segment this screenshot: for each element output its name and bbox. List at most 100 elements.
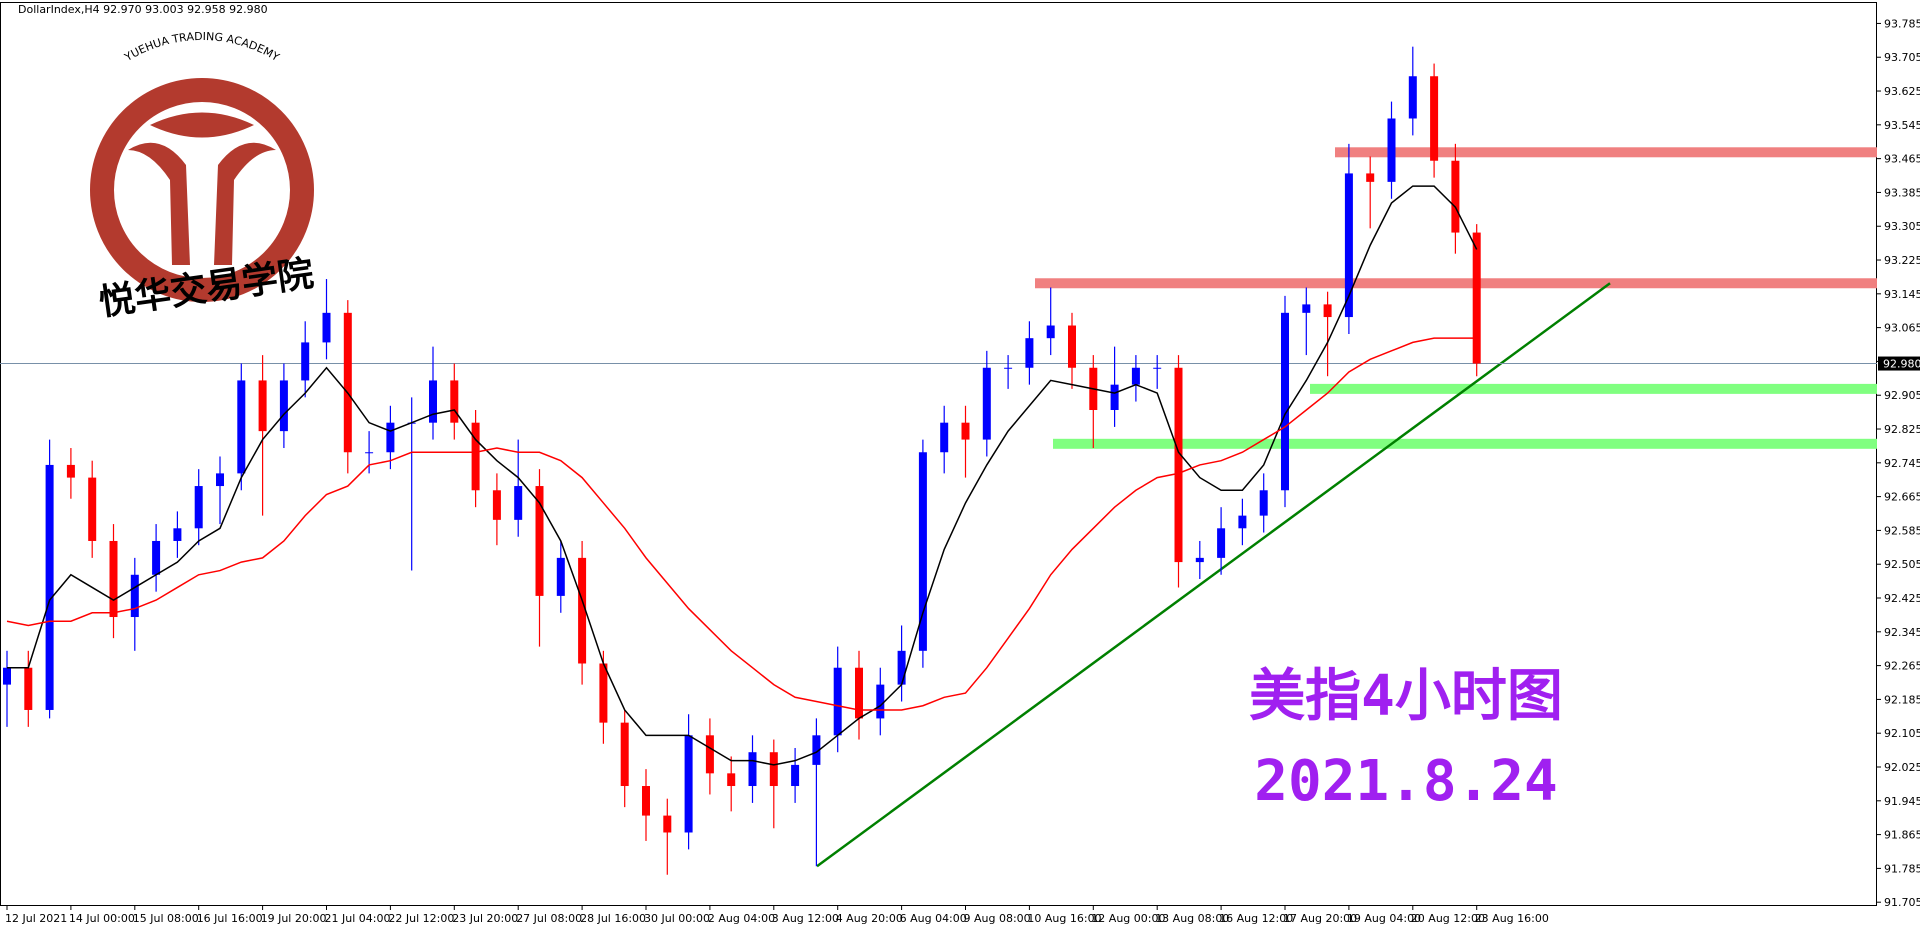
candle-body — [1131, 367, 1140, 385]
x-tick-label: 27 Jul 08:00 — [516, 912, 582, 925]
candle-body — [940, 422, 949, 453]
candle-body — [1366, 173, 1375, 182]
candle-body — [1195, 557, 1204, 563]
candle-body — [386, 422, 395, 453]
candle-body — [684, 735, 693, 833]
y-tick-label: 91.865 — [1884, 829, 1920, 842]
candle-body — [1068, 325, 1076, 368]
candle-body — [727, 773, 736, 787]
annotation: 美指4小时图 — [1249, 664, 1563, 729]
candle-body — [961, 422, 970, 440]
candle-body — [152, 540, 161, 575]
candle-body — [1387, 118, 1396, 182]
candle-body — [620, 722, 629, 787]
candle-body — [876, 684, 885, 719]
y-tick-label: 92.345 — [1884, 626, 1920, 639]
x-tick-label: 13 Aug 08:00 — [1155, 912, 1229, 925]
candle-body — [769, 752, 778, 787]
candle-body — [429, 380, 437, 423]
candle-body — [663, 815, 672, 833]
y-tick-label: 91.945 — [1884, 795, 1920, 808]
candle-body — [556, 557, 565, 596]
y-tick-label: 92.425 — [1884, 592, 1920, 605]
y-tick-label: 92.505 — [1884, 558, 1920, 571]
logo-ring — [90, 78, 314, 302]
zone — [1310, 383, 1877, 394]
candle-body — [918, 452, 927, 651]
y-tick-label: 93.545 — [1884, 119, 1920, 132]
candle-body — [45, 464, 54, 710]
x-tick-label: 19 Jul 20:00 — [261, 912, 327, 925]
candle-body — [1302, 304, 1311, 313]
y-tick-label: 92.825 — [1884, 423, 1920, 436]
candle-body — [642, 786, 650, 816]
y-tick-label: 93.305 — [1884, 220, 1920, 233]
y-tick-label: 92.745 — [1884, 457, 1920, 470]
current-price-label: 92.980 — [1883, 358, 1920, 371]
candle-body — [66, 464, 75, 478]
y-tick-label: 91.705 — [1884, 896, 1920, 909]
x-tick-label: 16 Aug 12:00 — [1219, 912, 1293, 925]
zone — [1035, 278, 1877, 289]
y-tick-label: 92.265 — [1884, 660, 1920, 673]
x-tick-label: 14 Jul 00:00 — [69, 912, 135, 925]
candle-body — [599, 663, 608, 723]
candle-body — [1217, 528, 1226, 558]
y-tick-label: 92.185 — [1884, 693, 1920, 706]
x-tick-label: 28 Jul 16:00 — [580, 912, 646, 925]
candle-body — [812, 735, 821, 765]
candle-body — [897, 650, 906, 685]
x-tick-label: 23 Jul 20:00 — [452, 912, 518, 925]
candle-body — [258, 380, 267, 432]
logo-emblem — [128, 112, 276, 265]
annotation: 2021.8.24 — [1254, 749, 1557, 814]
candle-body — [1174, 367, 1183, 563]
candle-body — [1004, 367, 1013, 369]
x-tick-label: 23 Aug 16:00 — [1475, 912, 1549, 925]
candle-body — [194, 486, 203, 529]
candle-body — [1323, 304, 1332, 318]
candle-body — [130, 574, 139, 618]
x-tick-label: 3 Aug 12:00 — [772, 912, 839, 925]
candle-body — [1153, 367, 1162, 369]
y-tick-label: 92.585 — [1884, 524, 1920, 537]
candle-body — [216, 473, 224, 487]
candle-body — [833, 667, 842, 736]
candle-body — [1408, 76, 1417, 119]
y-tick-label: 93.705 — [1884, 51, 1920, 64]
candle-body — [1259, 490, 1268, 516]
y-tick-label: 93.145 — [1884, 288, 1920, 301]
candle-body — [748, 752, 757, 787]
x-tick-label: 2 Aug 04:00 — [708, 912, 775, 925]
candle-body — [1472, 232, 1481, 364]
chart-header: DollarIndex,H4 92.970 93.003 92.958 92.9… — [18, 3, 268, 16]
candle-body — [471, 422, 480, 491]
candle-body — [791, 764, 800, 787]
x-tick-label: 6 Aug 04:00 — [900, 912, 967, 925]
x-tick-label: 12 Jul 2021 — [5, 912, 67, 925]
x-tick-label: 4 Aug 20:00 — [836, 912, 903, 925]
candle-body — [1451, 160, 1460, 233]
candle-body — [855, 667, 863, 719]
x-tick-label: 16 Jul 16:00 — [197, 912, 263, 925]
y-tick-label: 92.025 — [1884, 761, 1920, 774]
candle-body — [578, 557, 587, 664]
candle-body — [88, 477, 97, 541]
candle-body — [109, 540, 118, 618]
moving-average — [7, 185, 1478, 766]
x-tick-label: 15 Jul 08:00 — [133, 912, 199, 925]
x-tick-label: 19 Aug 04:00 — [1347, 912, 1421, 925]
candle-body — [24, 667, 33, 710]
zone — [1053, 438, 1877, 449]
x-tick-label: 9 Aug 08:00 — [964, 912, 1031, 925]
candle-body — [1110, 384, 1119, 411]
candle-body — [1025, 338, 1034, 368]
candle-body — [492, 490, 501, 520]
x-tick-label: 12 Aug 00:00 — [1091, 912, 1165, 925]
candle-body — [1430, 76, 1439, 161]
y-tick-label: 93.785 — [1884, 17, 1920, 30]
x-tick-label: 20 Aug 12:00 — [1411, 912, 1485, 925]
candle-body — [3, 667, 11, 685]
candle-body — [322, 312, 331, 343]
